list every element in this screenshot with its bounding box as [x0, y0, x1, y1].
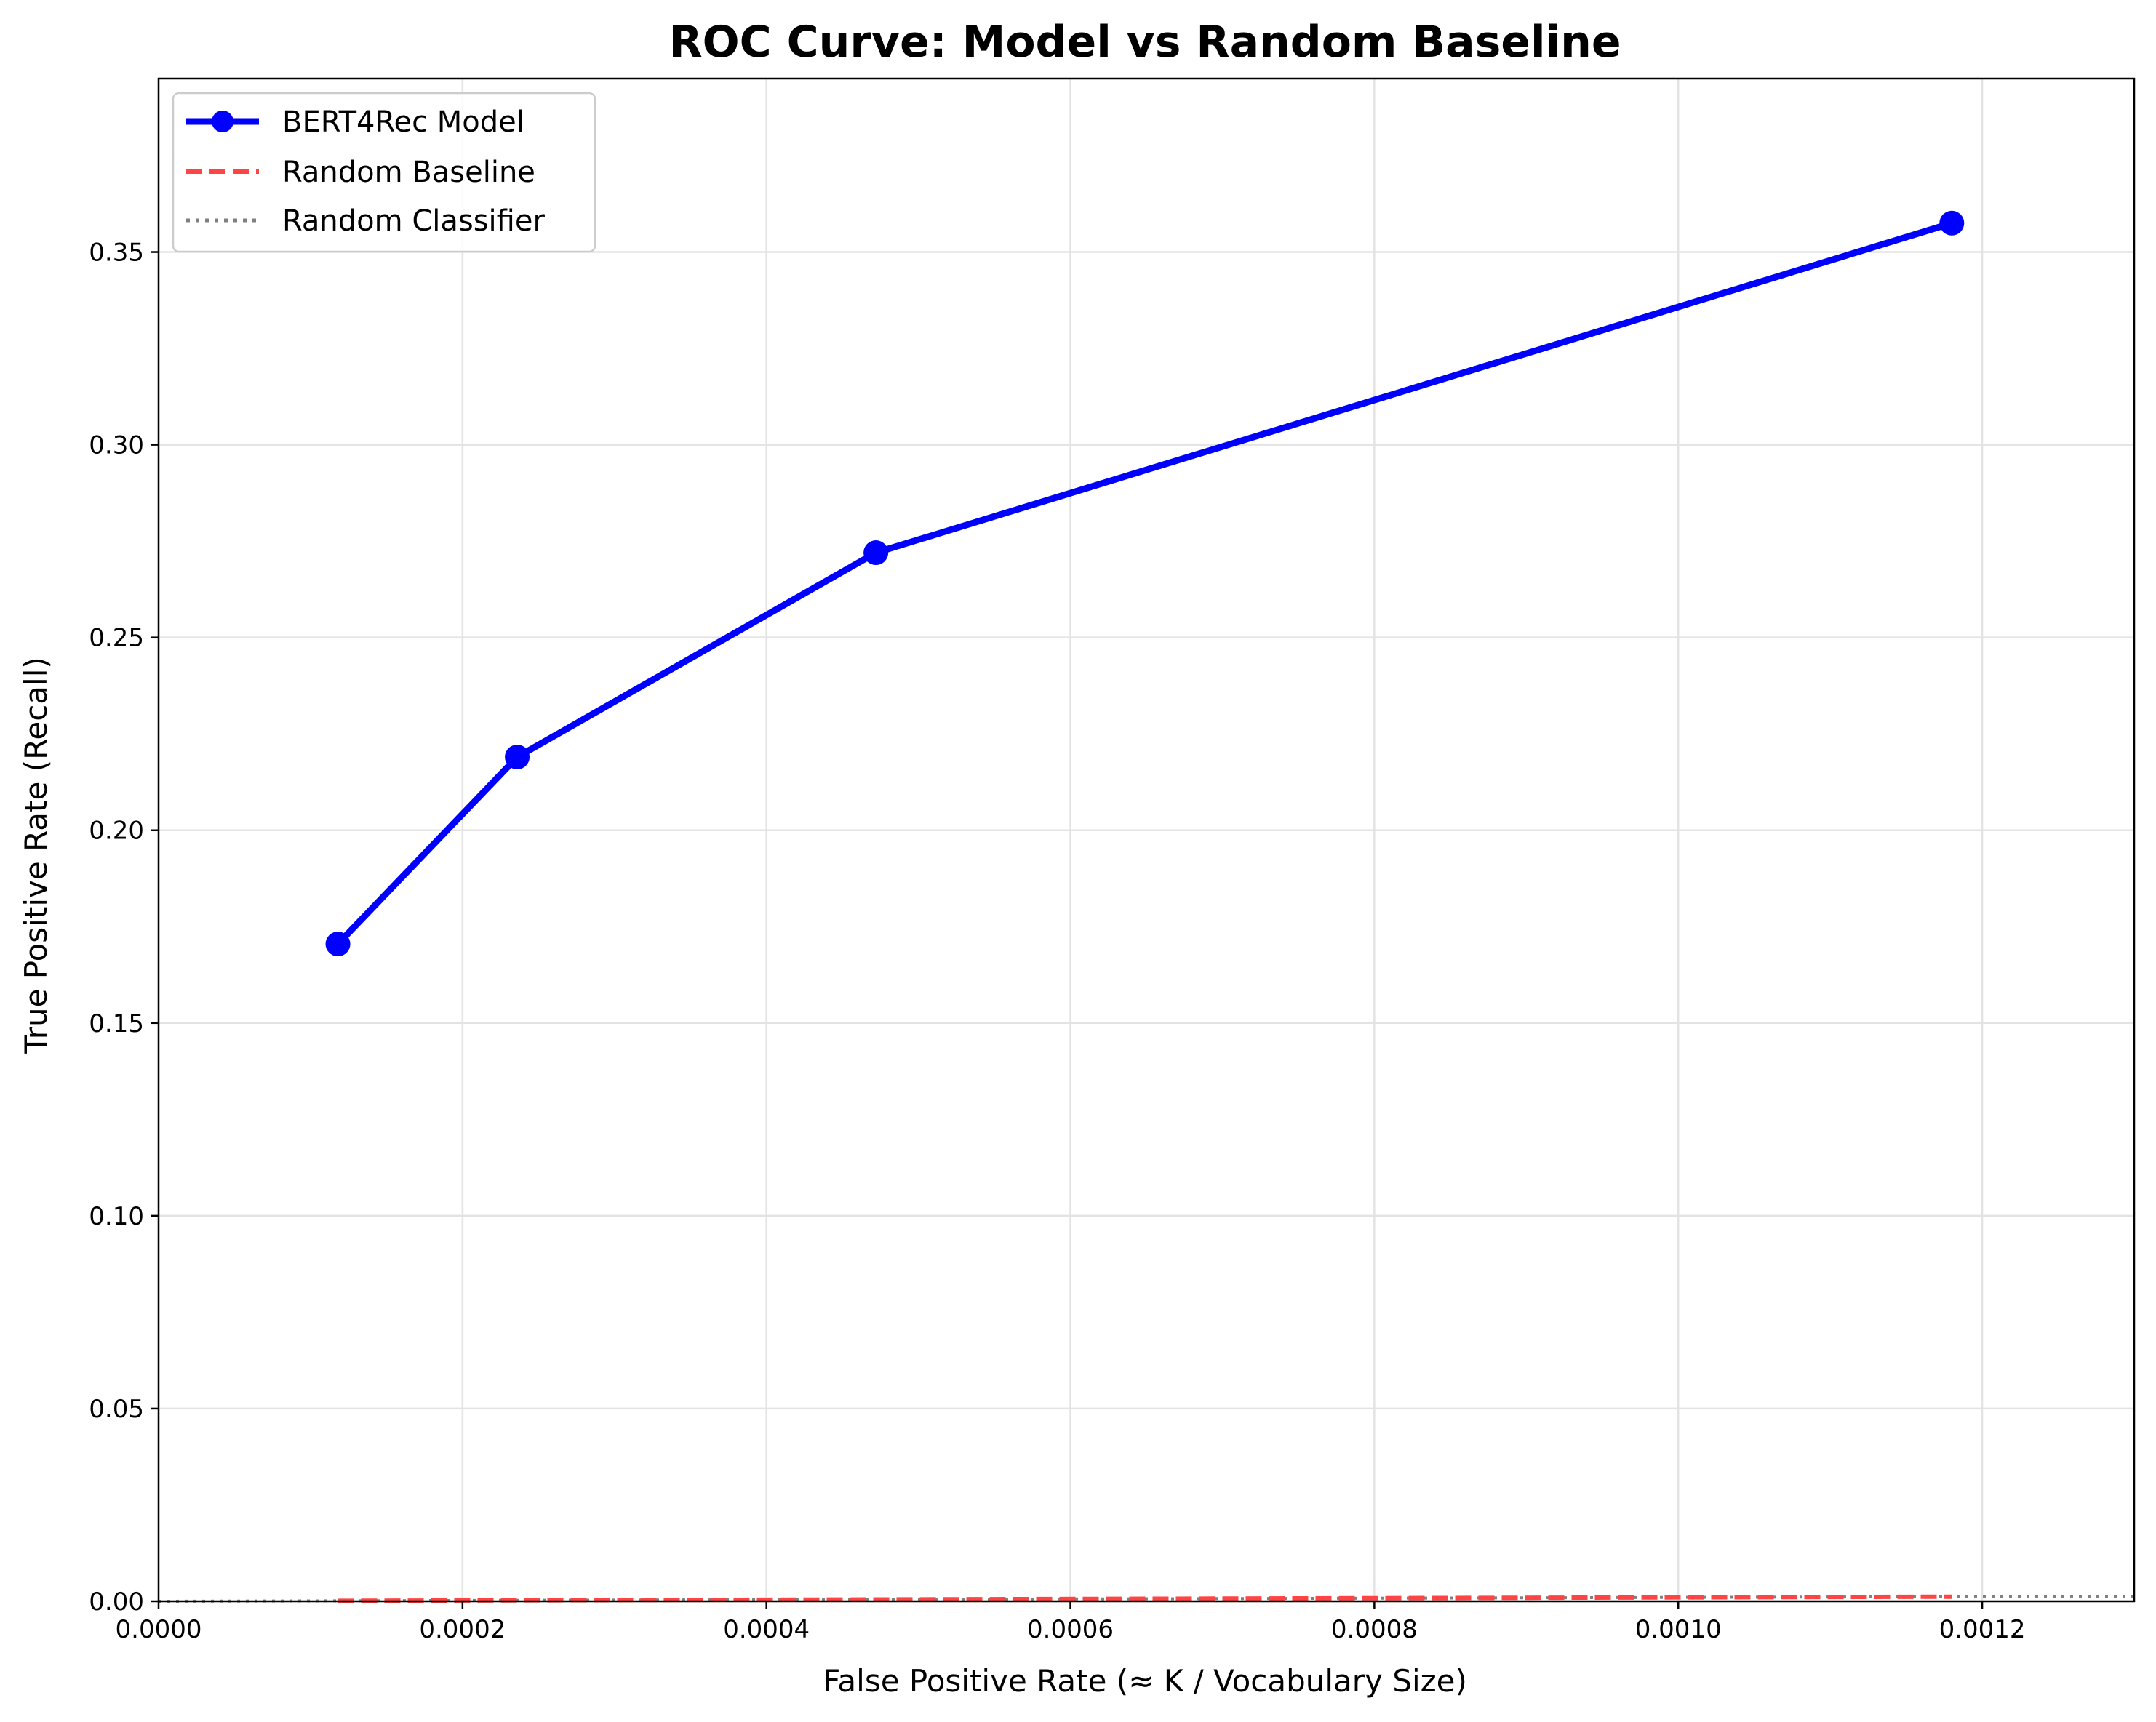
tick-layer: 0.0000 0.0002 0.0004 0.0006 0.0008 0.0010 0.00…	[89, 239, 2025, 1644]
bert4rec-point	[1939, 210, 1965, 236]
y-tick-label: 0.20	[89, 817, 144, 846]
x-tick-label: 0.0012	[1939, 1615, 2026, 1644]
x-tick-label: 0.0006	[1027, 1615, 1114, 1644]
x-tick-label: 0.0000	[116, 1615, 202, 1644]
x-tick-label: 0.0004	[723, 1615, 810, 1644]
legend-box	[172, 92, 596, 253]
bert4rec-point	[863, 540, 889, 566]
bert4rec-line	[335, 220, 1953, 947]
x-tick-label: 0.0002	[419, 1615, 506, 1644]
x-tick-label: 0.0008	[1331, 1615, 1418, 1644]
y-axis-label: True Positive Rate (Recall)	[18, 657, 54, 1054]
legend-label-random-baseline: Random Baseline	[282, 156, 535, 189]
random-classifier-line	[158, 1595, 2135, 1603]
legend-marker-bert4rec	[212, 111, 233, 132]
bert4rec-point	[325, 932, 351, 957]
random-baseline-line	[338, 1594, 1952, 1603]
chart-title: ROC Curve: Model vs Random Baseline	[668, 17, 1621, 68]
x-tick-label: 0.0010	[1635, 1615, 1722, 1644]
x-axis-label: False Positive Rate (≈ K / Vocabulary Si…	[823, 1663, 1467, 1699]
y-tick-label: 0.25	[89, 624, 144, 653]
legend-label-random-classifier: Random Classifier	[282, 204, 545, 238]
plot-frame	[157, 77, 2136, 1603]
legend-label-bert4rec: BERT4Rec Model	[282, 105, 524, 139]
y-tick-label: 0.00	[89, 1587, 144, 1617]
y-tick-label: 0.15	[89, 1009, 144, 1038]
y-tick-label: 0.35	[89, 239, 144, 268]
y-tick-label: 0.30	[89, 431, 144, 460]
y-tick-label: 0.10	[89, 1202, 144, 1231]
bert4rec-point	[505, 745, 530, 770]
series-layer	[158, 210, 2135, 1603]
y-tick-label: 0.05	[89, 1395, 144, 1424]
legend: BERT4Rec Model Random Baseline Random Cl…	[172, 92, 596, 253]
